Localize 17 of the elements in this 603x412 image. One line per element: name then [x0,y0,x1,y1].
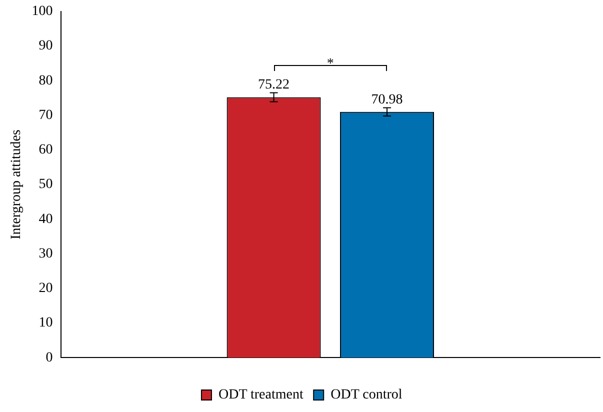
y-tick-label: 90 [38,38,53,54]
y-tick-label: 70 [38,108,53,123]
annotation: * [326,56,334,72]
y-tick-label: 20 [38,281,53,296]
data-label: 70.98 [371,92,403,108]
y-tick-label: 10 [38,316,53,331]
y-axis-title: Intergroup attitudes [9,130,24,240]
y-tick-label: 100 [32,4,53,20]
y-tick-label: 80 [38,73,53,88]
legend-label: ODT treatment [218,388,304,403]
y-tick-label: 60 [38,142,53,158]
data-label: 75.22 [258,77,290,92]
legend-label: ODT control [330,388,402,403]
y-tick-label: 30 [38,246,53,262]
y-tick-label: 50 [38,177,53,192]
y-tick-label: 40 [38,212,53,227]
y-tick-label: 0 [46,350,53,366]
